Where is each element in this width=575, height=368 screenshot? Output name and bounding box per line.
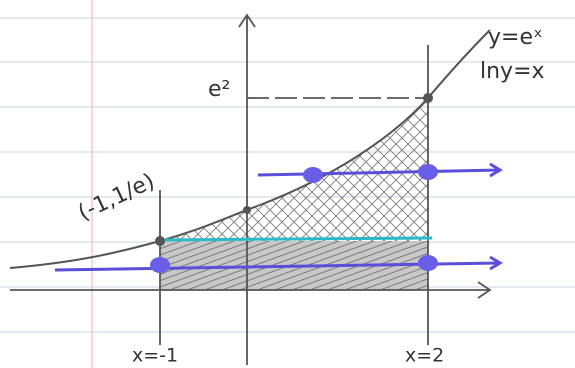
curve-label: y=eˣ: [488, 25, 543, 50]
top-value-label: e²: [208, 77, 230, 102]
inverse-label: lny=x: [480, 59, 545, 84]
right-bound-label: x=2: [405, 345, 444, 367]
left-bound-label: x=-1: [132, 345, 178, 367]
page: {"labels": {"curve": "y=eˣ", "inverse": …: [0, 0, 575, 368]
point-label: (-1,1/e): [75, 169, 159, 226]
sketch: y=eˣ lny=x e² (-1,1/e) x=-1 x=2: [0, 0, 575, 368]
cyan-line: [160, 238, 432, 240]
